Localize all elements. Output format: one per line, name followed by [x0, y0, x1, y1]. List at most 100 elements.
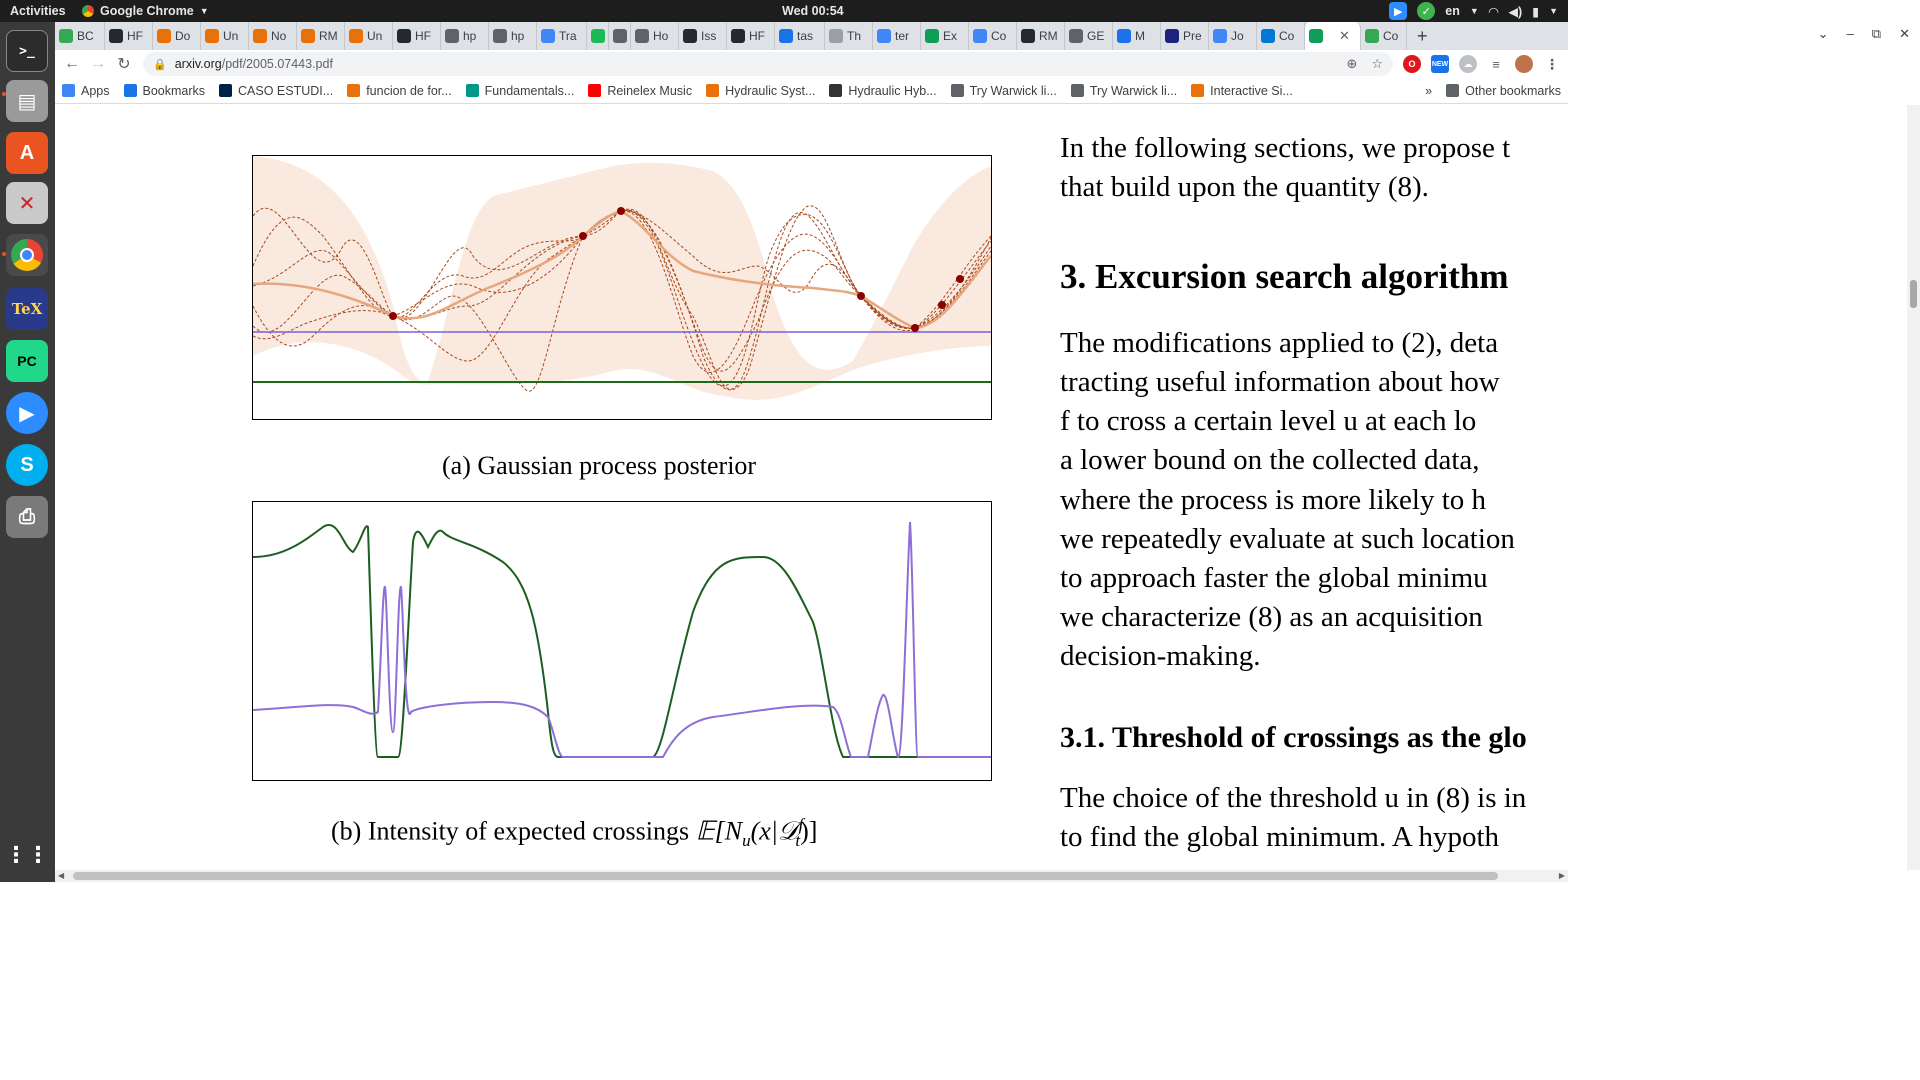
chevron-down-icon: ▼	[1469, 6, 1479, 16]
scroll-right-icon[interactable]: ▶	[1558, 871, 1565, 880]
cloud-extension-icon[interactable]: ☁	[1459, 55, 1477, 73]
bookmark-item[interactable]: Hydraulic Hyb...	[822, 84, 943, 98]
tab-label: GE	[1087, 29, 1105, 43]
browser-tab[interactable]: ✕	[1305, 22, 1361, 50]
bookmark-item[interactable]: Reinelex Music	[581, 84, 699, 98]
app-menu[interactable]: Google Chrome ▼	[82, 4, 209, 18]
browser-tab[interactable]: Do	[153, 22, 201, 50]
browser-tab[interactable]: Co	[1257, 22, 1305, 50]
show-applications-icon[interactable]: ⋮⋮	[5, 842, 49, 867]
profile-avatar[interactable]	[1515, 55, 1533, 73]
check-tray-icon[interactable]: ✓	[1417, 2, 1436, 20]
software-center-icon[interactable]: A	[6, 132, 48, 174]
chevron-down-icon: ▼	[199, 6, 209, 16]
browser-tab[interactable]: HF	[393, 22, 441, 50]
zoom-icon[interactable]: ▶	[6, 392, 48, 434]
paragraph-line: The choice of the threshold u in (8) is …	[1060, 782, 1527, 814]
bookmark-item[interactable]: Interactive Si...	[1184, 84, 1300, 98]
forward-icon[interactable]: →	[90, 55, 106, 72]
bookmark-item[interactable]: funcion de for...	[340, 84, 458, 98]
browser-tab[interactable]: GE	[1065, 22, 1113, 50]
lock-icon[interactable]: 🔒	[153, 58, 167, 71]
bookmarks-overflow-button[interactable]: »	[1425, 83, 1433, 98]
browser-tab[interactable]: No	[249, 22, 297, 50]
system-settings-icon[interactable]: ✕	[6, 182, 48, 224]
vertical-scrollbar[interactable]	[1907, 105, 1920, 870]
playlist-icon[interactable]: ≡	[1492, 56, 1500, 72]
tab-label: Un	[223, 29, 239, 43]
battery-icon[interactable]: ▮	[1532, 4, 1540, 19]
browser-tab[interactable]: Th	[825, 22, 873, 50]
tab-favicon-icon	[1213, 29, 1227, 43]
minimize-icon[interactable]: –	[1846, 26, 1854, 41]
bookmark-item[interactable]: Fundamentals...	[459, 84, 582, 98]
zoom-icon[interactable]: ⊕	[1346, 56, 1358, 71]
clock[interactable]: Wed 00:54	[782, 4, 844, 18]
bookmark-item[interactable]: CASO ESTUDI...	[212, 84, 340, 98]
activities-button[interactable]: Activities	[10, 4, 66, 18]
bookmark-item[interactable]: Try Warwick li...	[944, 84, 1064, 98]
browser-tab[interactable]: RM	[297, 22, 345, 50]
browser-tab[interactable]: Ho	[631, 22, 679, 50]
texmaker-icon[interactable]: TeX	[6, 288, 48, 330]
browser-tab[interactable]: Pre	[1161, 22, 1209, 50]
browser-tab[interactable]: RM	[1017, 22, 1065, 50]
tab-favicon-icon	[925, 29, 939, 43]
system-tray[interactable]: ▶ ✓ en ▼ ◠ ◀) ▮ ▼	[1389, 2, 1558, 20]
pdf-viewer[interactable]: (a) Gaussian process posterior (b) Inten…	[55, 105, 1568, 870]
other-bookmarks[interactable]: Other bookmarks	[1439, 84, 1568, 98]
browser-tab[interactable]	[609, 22, 631, 50]
tab-label: Th	[847, 29, 862, 43]
scroll-left-icon[interactable]: ◀	[58, 871, 65, 880]
chrome-dock-icon[interactable]	[6, 234, 48, 276]
vertical-scroll-thumb[interactable]	[1910, 280, 1917, 308]
close-window-icon[interactable]: ✕	[1899, 26, 1910, 41]
close-tab-icon[interactable]: ✕	[1339, 28, 1350, 43]
file-manager-icon[interactable]: ▤	[6, 80, 48, 122]
browser-tab[interactable]: Tra	[537, 22, 587, 50]
browser-tab[interactable]: HF	[105, 22, 153, 50]
language-indicator[interactable]: en	[1445, 4, 1460, 18]
browser-tab[interactable]: Un	[201, 22, 249, 50]
browser-tab[interactable]	[587, 22, 609, 50]
browser-tab[interactable]: ter	[873, 22, 921, 50]
browser-tab[interactable]: Jo	[1209, 22, 1257, 50]
address-bar[interactable]: 🔒 arxiv.org/pdf/2005.07443.pdf ⊕ ☆	[143, 52, 1393, 76]
browser-tab[interactable]: Ex	[921, 22, 969, 50]
pycharm-icon[interactable]: PC	[6, 340, 48, 382]
browser-tab[interactable]: M	[1113, 22, 1161, 50]
browser-tab[interactable]: Co	[1361, 22, 1407, 50]
back-icon[interactable]: ←	[64, 55, 80, 72]
caption-b-math2: (x|𝒟	[750, 816, 799, 846]
browser-tab[interactable]: Co	[969, 22, 1017, 50]
toolbar: ← → ↻ 🔒 arxiv.org/pdf/2005.07443.pdf ⊕ ☆…	[55, 50, 1568, 78]
horizontal-scrollbar[interactable]: ◀ ▶	[55, 870, 1568, 882]
tab-favicon-icon	[397, 29, 411, 43]
skype-icon[interactable]: S	[6, 444, 48, 486]
maximize-icon[interactable]: ⧉	[1871, 26, 1882, 41]
browser-tab[interactable]: Iss	[679, 22, 727, 50]
apps-shortcut[interactable]: Apps	[55, 84, 117, 98]
browser-tab[interactable]: hp	[489, 22, 537, 50]
browser-tab[interactable]: tas	[775, 22, 825, 50]
scanner-icon[interactable]: ⎙	[6, 496, 48, 538]
new-tab-button[interactable]: +	[1417, 26, 1428, 46]
wifi-icon[interactable]: ◠	[1488, 4, 1499, 19]
opera-extension-icon[interactable]: O	[1403, 55, 1421, 73]
browser-tab[interactable]: hp	[441, 22, 489, 50]
menu-icon[interactable]: ⋮	[1545, 55, 1559, 72]
bookmark-star-icon[interactable]: ☆	[1371, 56, 1383, 71]
zoom-tray-icon[interactable]: ▶	[1389, 2, 1408, 20]
horizontal-scroll-thumb[interactable]	[73, 872, 1498, 880]
bookmark-item[interactable]: Try Warwick li...	[1064, 84, 1184, 98]
reload-icon[interactable]: ↻	[117, 56, 131, 73]
volume-icon[interactable]: ◀)	[1508, 4, 1523, 19]
bookmark-item[interactable]: Hydraulic Syst...	[699, 84, 822, 98]
browser-tab[interactable]: HF	[727, 22, 775, 50]
browser-tab[interactable]: BC	[55, 22, 105, 50]
tab-search-icon[interactable]: ⌄	[1817, 26, 1829, 41]
bookmark-item[interactable]: Bookmarks	[117, 84, 213, 98]
terminal-icon[interactable]: >_	[6, 30, 48, 72]
new-extension-icon[interactable]: NEW	[1431, 55, 1449, 73]
browser-tab[interactable]: Un	[345, 22, 393, 50]
